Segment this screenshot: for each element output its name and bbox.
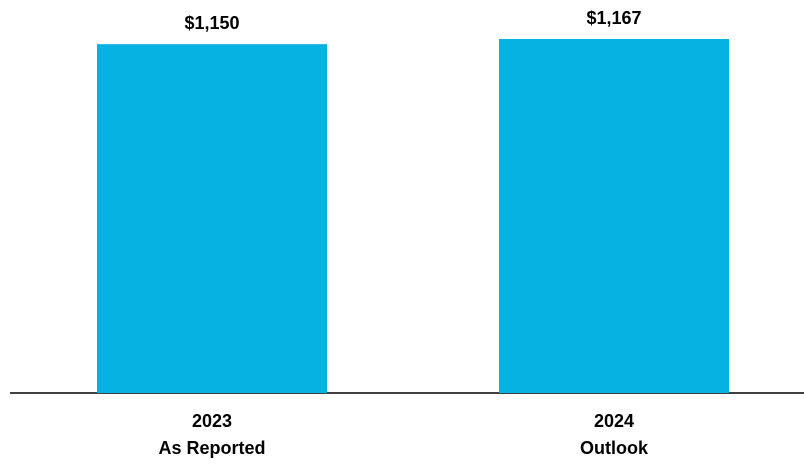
bar: [97, 44, 327, 394]
x-tick-label: 2023: [192, 411, 232, 431]
bar: [499, 39, 729, 393]
x-tick-label: Outlook: [580, 438, 649, 458]
x-tick-label: 2024: [594, 411, 634, 431]
value-label: $1,167: [586, 8, 641, 28]
x-tick-label: As Reported: [158, 438, 265, 458]
value-label: $1,150: [184, 13, 239, 33]
